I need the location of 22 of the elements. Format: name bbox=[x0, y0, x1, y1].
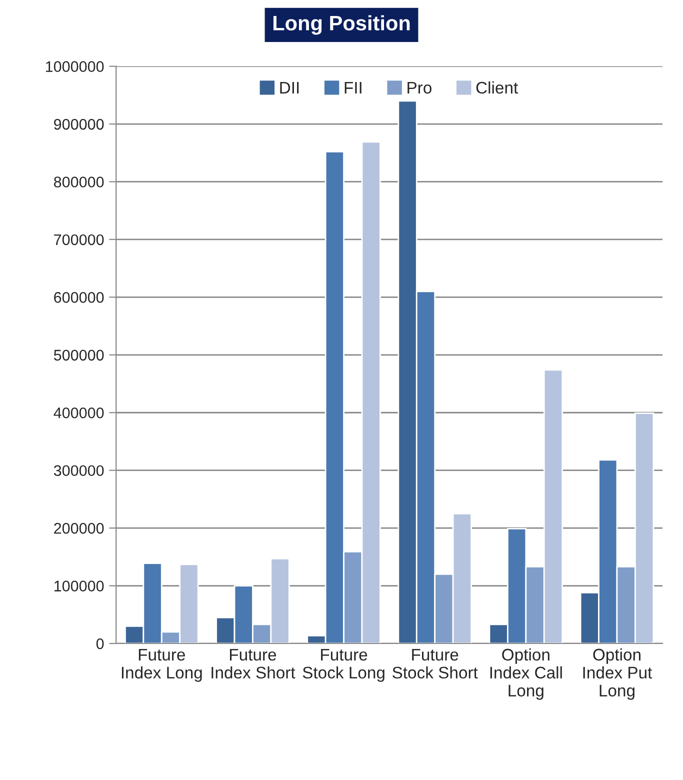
x-tick-label: Future Stock Short bbox=[392, 648, 478, 679]
x-tick-label: Future Index Short bbox=[212, 648, 296, 679]
x-tick-label: Future Index Long bbox=[122, 648, 202, 682]
legend-label: DII bbox=[280, 82, 299, 94]
y-tick-label: 400000 bbox=[54, 407, 104, 418]
legend-label: Pro bbox=[408, 82, 432, 94]
y-tick-label: 300000 bbox=[54, 465, 104, 476]
legend-label: Client bbox=[476, 81, 518, 94]
chart-title: Long Position bbox=[273, 15, 410, 35]
x-tick-label: Option Index Call Long bbox=[490, 648, 562, 700]
y-tick-label: 100000 bbox=[54, 580, 104, 592]
y-tick-label: 200000 bbox=[54, 522, 104, 534]
y-tick-label: 1000000 bbox=[46, 61, 104, 72]
y-tick-label: 800000 bbox=[54, 176, 104, 188]
x-tick-label: Option Index Put Long bbox=[583, 648, 652, 700]
y-tick-label: 900000 bbox=[54, 118, 104, 130]
y-tick-label: 700000 bbox=[54, 234, 104, 246]
y-tick-label: 500000 bbox=[54, 350, 104, 361]
y-tick-label: 0 bbox=[96, 638, 104, 650]
x-tick-label: Future Stock Long bbox=[302, 648, 384, 682]
y-tick-label: 600000 bbox=[54, 292, 104, 303]
legend-label: FII bbox=[344, 82, 362, 94]
